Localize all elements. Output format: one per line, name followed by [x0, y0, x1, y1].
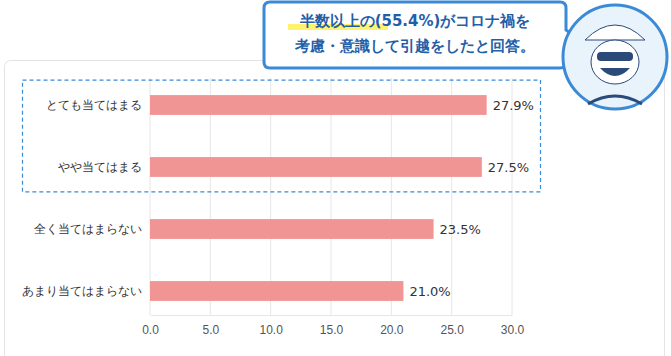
grid [150, 78, 512, 315]
data-label: 27.9% [493, 98, 534, 113]
tick: 15.0 [320, 315, 344, 337]
tick-label: 0.0 [142, 323, 159, 337]
tick: とても当てはまる [46, 98, 142, 112]
bar [150, 95, 487, 115]
tick: 30.0 [501, 315, 525, 337]
mascot [563, 5, 667, 109]
tick: 5.0 [202, 315, 219, 337]
tick: 0.0 [142, 315, 159, 337]
highlight-box [23, 80, 541, 192]
mascot-circle [563, 5, 667, 109]
axis-line [151, 315, 513, 316]
tick-label: 25.0 [440, 323, 464, 337]
data-labels: 27.9% 27.5% 23.5% 21.0% [409, 98, 534, 299]
tick: 全く当てはまらない [34, 222, 142, 236]
data-label: 27.5% [488, 160, 529, 175]
annotation: 半数以上の(55.4%)がコロナ禍を [299, 12, 531, 30]
tick-label: 5.0 [202, 323, 219, 337]
data-label: 23.5% [440, 222, 481, 237]
mascot-mask [600, 68, 630, 76]
tick-label: 10.0 [259, 323, 283, 337]
mascot-cap [585, 25, 645, 40]
tick-label: 20.0 [380, 323, 404, 337]
annotation: 考慮・意識して引越をしたと回答。 [294, 37, 535, 55]
callout-bubble [264, 2, 580, 68]
x-axis: 0.0 5.0 10.0 15.0 20.0 25.0 30.0 [142, 315, 524, 337]
category-label: やや当てはまる [58, 160, 142, 174]
tick: あまり当てはまらない [22, 284, 142, 298]
bar [150, 219, 434, 239]
bar [150, 157, 482, 177]
tick: 20.0 [380, 315, 404, 337]
tick: 25.0 [440, 315, 464, 337]
tick-label: 15.0 [320, 323, 344, 337]
chart: 0.0 5.0 10.0 15.0 20.0 25.0 30.0 とても当てはまるやや当てはま… [0, 0, 671, 356]
data-label: 21.0% [409, 284, 450, 299]
callout: 半数以上の(55.4%)がコロナ禍を考慮・意識して引越をしたと回答。 [264, 2, 580, 68]
mascot-body [588, 96, 642, 104]
y-axis: とても当てはまるやや当てはまる全く当てはまらないあまり当てはまらない [22, 98, 142, 298]
frame [5, 61, 665, 356]
category-label: あまり当てはまらない [22, 284, 142, 298]
tick: やや当てはまる [58, 160, 142, 174]
mascot-visor [597, 52, 633, 61]
category-label: 全く当てはまらない [34, 222, 142, 236]
category-label: とても当てはまる [46, 98, 142, 112]
grid-line [512, 78, 513, 315]
bars [150, 95, 487, 301]
mascot-face [591, 40, 639, 84]
tick-label: 30.0 [501, 323, 525, 337]
tick: 10.0 [259, 315, 283, 337]
bar [150, 281, 403, 301]
